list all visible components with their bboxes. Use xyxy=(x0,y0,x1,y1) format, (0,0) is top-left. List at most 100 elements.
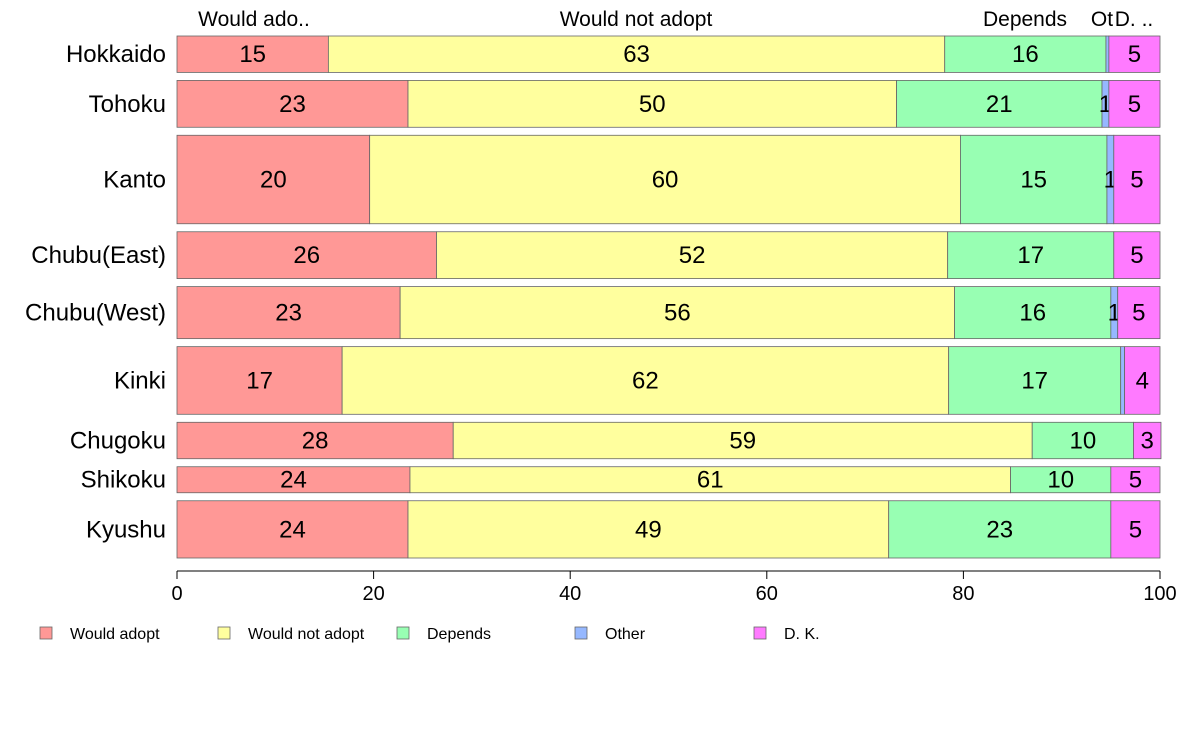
top-label-4: D. .. xyxy=(1115,8,1154,31)
top-label-0: Would ado.. xyxy=(198,8,310,31)
data-label-chubu-east-depends: 17 xyxy=(1017,242,1044,269)
data-label-hokkaido-would-adopt: 15 xyxy=(239,41,266,68)
top-label-1: Would not adopt xyxy=(560,8,713,31)
legend-swatch-d-k xyxy=(753,626,767,640)
data-label-chugoku-d-k: 3 xyxy=(1141,428,1154,455)
data-label-chubu-west-would-adopt: 23 xyxy=(275,300,302,327)
category-label-chubu-east: Chubu(East) xyxy=(31,242,166,269)
x-tick-label-40: 40 xyxy=(559,583,581,605)
bar-shikoku-would-not-adopt xyxy=(409,466,1011,494)
x-tick-label-20: 20 xyxy=(362,583,384,605)
data-label-kinki-depends: 17 xyxy=(1021,367,1048,394)
bar-chubu-west-depends xyxy=(954,286,1112,340)
top-label-3: Ot xyxy=(1091,8,1113,31)
data-label-kyushu-would-not-adopt: 49 xyxy=(635,516,662,543)
data-label-chubu-east-would-adopt: 26 xyxy=(293,242,320,269)
bar-kinki-depends xyxy=(948,346,1122,415)
bar-kinki-would-not-adopt xyxy=(341,346,950,415)
data-label-kanto-depends: 15 xyxy=(1020,167,1047,194)
bar-tohoku-depends xyxy=(896,80,1103,128)
bar-chubu-east-would-adopt xyxy=(176,231,437,279)
bar-chubu-west-would-adopt xyxy=(176,286,401,340)
top-label-2: Depends xyxy=(983,8,1067,31)
data-label-kanto-would-adopt: 20 xyxy=(260,167,287,194)
legend-swatch-depends xyxy=(396,626,410,640)
category-label-kyushu: Kyushu xyxy=(86,516,166,543)
legend-swatch-would-adopt xyxy=(39,626,53,640)
bar-hokkaido-would-not-adopt xyxy=(327,35,946,73)
data-label-shikoku-would-adopt: 24 xyxy=(280,467,307,494)
bar-shikoku-would-adopt xyxy=(176,466,411,494)
legend-label-d-k: D. K. xyxy=(784,626,820,643)
data-label-kinki-would-adopt: 17 xyxy=(246,367,273,394)
data-label-chubu-east-would-not-adopt: 52 xyxy=(679,242,706,269)
data-label-chubu-west-depends: 16 xyxy=(1019,300,1046,327)
bar-kyushu-would-not-adopt xyxy=(407,500,890,559)
data-label-kyushu-d-k: 5 xyxy=(1129,516,1142,543)
x-tick-label-60: 60 xyxy=(756,583,778,605)
category-label-tohoku: Tohoku xyxy=(89,91,166,118)
bar-kanto-depends xyxy=(960,134,1108,225)
data-label-hokkaido-would-not-adopt: 63 xyxy=(623,41,650,68)
bar-chugoku-d-k xyxy=(1133,421,1162,460)
bar-chubu-east-d-k xyxy=(1113,231,1161,279)
category-label-kinki: Kinki xyxy=(114,367,166,394)
bar-kinki-other xyxy=(1120,346,1126,415)
legend-label-would-not-adopt: Would not adopt xyxy=(248,626,365,643)
category-label-shikoku: Shikoku xyxy=(81,467,166,494)
data-label-chugoku-would-not-adopt: 59 xyxy=(729,428,756,455)
bar-kyushu-d-k xyxy=(1110,500,1161,559)
data-label-chugoku-would-adopt: 28 xyxy=(302,428,329,455)
bar-chugoku-depends xyxy=(1031,421,1134,460)
data-label-tohoku-would-not-adopt: 50 xyxy=(639,91,666,118)
bar-tohoku-would-adopt xyxy=(176,80,409,128)
bar-kanto-would-adopt xyxy=(176,134,371,225)
bar-chugoku-would-not-adopt xyxy=(452,421,1033,460)
bar-tohoku-would-not-adopt xyxy=(407,80,897,128)
bar-chubu-east-depends xyxy=(947,231,1115,279)
bar-kanto-would-not-adopt xyxy=(369,134,961,225)
bar-tohoku-d-k xyxy=(1108,80,1161,128)
category-label-kanto: Kanto xyxy=(103,167,166,194)
data-label-shikoku-d-k: 5 xyxy=(1129,467,1142,494)
category-label-chubu-west: Chubu(West) xyxy=(25,300,166,327)
legend-swatch-would-not-adopt xyxy=(217,626,231,640)
data-label-kanto-d-k: 5 xyxy=(1130,167,1143,194)
x-tick-label-80: 80 xyxy=(952,583,974,605)
bar-hokkaido-depends xyxy=(944,35,1107,73)
legend-label-other: Other xyxy=(605,626,646,643)
bar-shikoku-d-k xyxy=(1110,466,1161,494)
bar-hokkaido-other xyxy=(1105,35,1110,73)
data-label-chubu-west-would-not-adopt: 56 xyxy=(664,300,691,327)
data-label-chugoku-depends: 10 xyxy=(1069,428,1096,455)
bar-chubu-west-would-not-adopt xyxy=(399,286,955,340)
x-tick-label-0: 0 xyxy=(171,583,182,605)
bar-kyushu-depends xyxy=(888,500,1112,559)
data-label-kyushu-would-adopt: 24 xyxy=(279,516,306,543)
bar-kanto-d-k xyxy=(1113,134,1161,225)
data-label-chubu-east-d-k: 5 xyxy=(1130,242,1143,269)
data-label-kyushu-depends: 23 xyxy=(986,516,1013,543)
data-label-kinki-d-k: 4 xyxy=(1136,367,1149,394)
data-label-tohoku-d-k: 5 xyxy=(1128,91,1141,118)
data-label-chubu-west-d-k: 5 xyxy=(1132,300,1145,327)
bar-kinki-d-k xyxy=(1124,346,1161,415)
data-label-shikoku-depends: 10 xyxy=(1047,467,1074,494)
data-label-kanto-would-not-adopt: 60 xyxy=(652,167,679,194)
bar-hokkaido-would-adopt xyxy=(176,35,329,73)
data-label-hokkaido-depends: 16 xyxy=(1012,41,1039,68)
data-label-tohoku-would-adopt: 23 xyxy=(279,91,306,118)
bar-chugoku-would-adopt xyxy=(176,421,454,460)
category-label-chugoku: Chugoku xyxy=(70,428,166,455)
bar-chubu-west-d-k xyxy=(1117,286,1161,340)
data-label-shikoku-would-not-adopt: 61 xyxy=(697,467,724,494)
data-label-kinki-would-not-adopt: 62 xyxy=(632,367,659,394)
data-label-hokkaido-d-k: 5 xyxy=(1128,41,1141,68)
bar-kinki-would-adopt xyxy=(176,346,343,415)
bar-hokkaido-d-k xyxy=(1108,35,1161,73)
legend-swatch-other xyxy=(574,626,588,640)
legend-label-depends: Depends xyxy=(427,626,491,643)
bar-kyushu-would-adopt xyxy=(176,500,409,559)
x-tick-label-100: 100 xyxy=(1143,583,1176,605)
legend-label-would-adopt: Would adopt xyxy=(70,626,160,643)
